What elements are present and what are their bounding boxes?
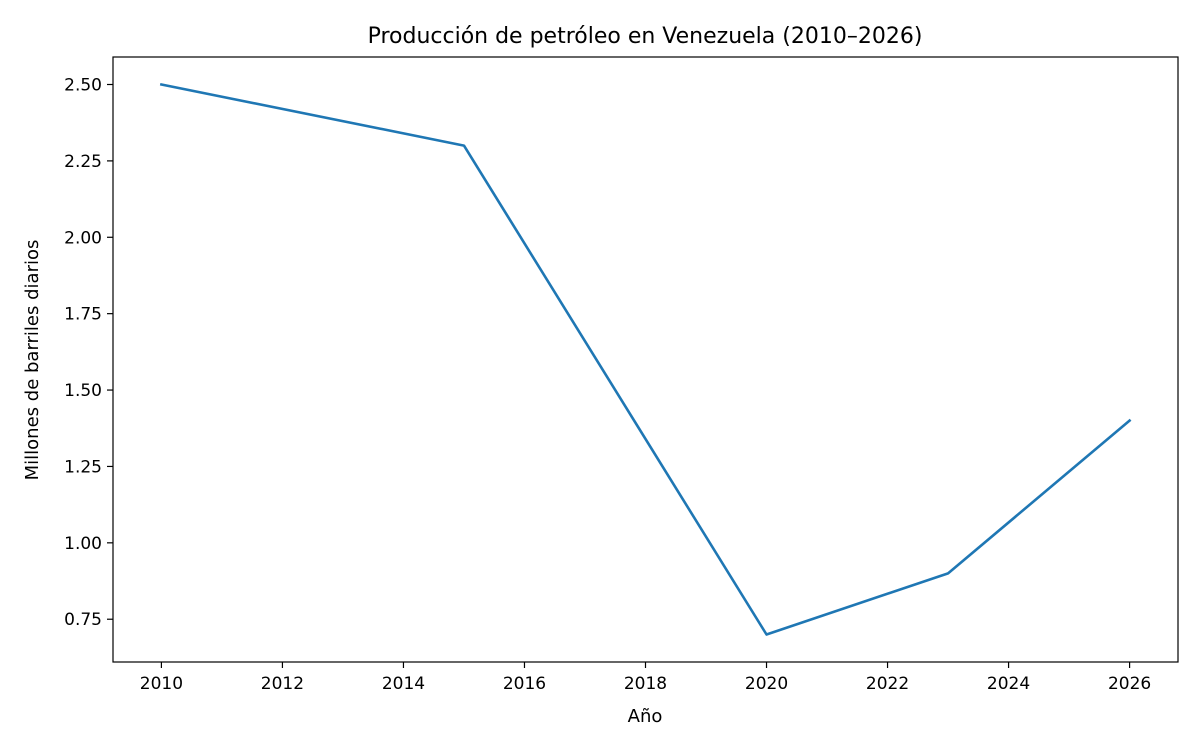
x-tick-label: 2012 <box>261 674 304 694</box>
y-tick-label: 1.25 <box>64 457 102 477</box>
plot-frame <box>113 57 1178 662</box>
x-tick-label: 2026 <box>1108 674 1151 694</box>
y-tick-label: 2.50 <box>64 76 102 96</box>
y-tick-label: 1.00 <box>64 534 102 554</box>
x-tick-label: 2016 <box>503 674 546 694</box>
x-tick-label: 2020 <box>745 674 788 694</box>
series-line <box>161 85 1129 635</box>
y-tick-label: 0.75 <box>64 610 102 630</box>
x-tick-label: 2024 <box>987 674 1030 694</box>
x-tick-label: 2018 <box>624 674 667 694</box>
y-axis-label: Millones de barriles diarios <box>22 240 43 481</box>
x-tick-label: 2022 <box>866 674 909 694</box>
x-tick-label: 2014 <box>382 674 425 694</box>
y-tick-label: 2.25 <box>64 152 102 172</box>
y-tick-label: 1.50 <box>64 381 102 401</box>
x-axis-label: Año <box>628 706 663 727</box>
chart-title: Producción de petróleo en Venezuela (201… <box>368 24 923 49</box>
y-tick-label: 2.00 <box>64 228 102 248</box>
x-tick-label: 2010 <box>140 674 183 694</box>
y-tick-label: 1.75 <box>64 305 102 325</box>
